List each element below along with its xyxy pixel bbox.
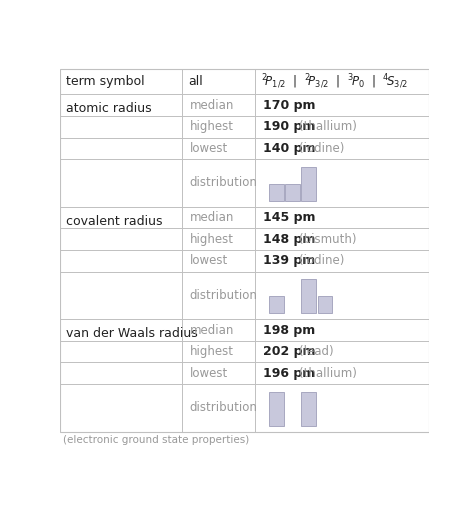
Text: highest: highest bbox=[189, 345, 233, 358]
Text: (thallium): (thallium) bbox=[298, 367, 356, 380]
Bar bbox=[268, 184, 283, 201]
Text: 170 pm: 170 pm bbox=[262, 99, 315, 112]
Text: median: median bbox=[189, 211, 234, 224]
Text: term symbol: term symbol bbox=[66, 75, 144, 88]
Text: lowest: lowest bbox=[189, 142, 228, 155]
Text: all: all bbox=[188, 75, 203, 88]
Text: $^2\!P_{1/2}$  |  $^2\!P_{3/2}$  |  $^3\!P_0$  |  $^4\!S_{3/2}$: $^2\!P_{1/2}$ | $^2\!P_{3/2}$ | $^3\!P_0… bbox=[260, 73, 407, 91]
Text: highest: highest bbox=[189, 120, 233, 133]
Bar bbox=[268, 391, 283, 426]
Text: 196 pm: 196 pm bbox=[262, 367, 314, 380]
Text: (thallium): (thallium) bbox=[298, 120, 356, 133]
Bar bbox=[268, 296, 283, 313]
Bar bbox=[285, 184, 299, 201]
Text: distribution: distribution bbox=[189, 401, 257, 414]
Text: (lead): (lead) bbox=[298, 345, 333, 358]
Text: atomic radius: atomic radius bbox=[66, 102, 151, 115]
Text: distribution: distribution bbox=[189, 289, 257, 302]
Bar bbox=[317, 296, 332, 313]
Text: 139 pm: 139 pm bbox=[262, 254, 314, 267]
Text: median: median bbox=[189, 99, 234, 112]
Text: lowest: lowest bbox=[189, 254, 228, 267]
Text: 190 pm: 190 pm bbox=[262, 120, 314, 133]
Text: covalent radius: covalent radius bbox=[66, 215, 162, 227]
Text: 202 pm: 202 pm bbox=[262, 345, 315, 358]
Text: lowest: lowest bbox=[189, 367, 228, 380]
Text: (electronic ground state properties): (electronic ground state properties) bbox=[62, 435, 248, 445]
Text: highest: highest bbox=[189, 233, 233, 246]
Text: 198 pm: 198 pm bbox=[262, 323, 314, 337]
Text: (iodine): (iodine) bbox=[298, 254, 344, 267]
Bar bbox=[301, 167, 316, 201]
Bar bbox=[301, 279, 316, 313]
Text: 145 pm: 145 pm bbox=[262, 211, 315, 224]
Text: van der Waals radius: van der Waals radius bbox=[66, 327, 197, 340]
Bar bbox=[301, 391, 316, 426]
Text: (iodine): (iodine) bbox=[298, 142, 344, 155]
Text: median: median bbox=[189, 323, 234, 337]
Text: distribution: distribution bbox=[189, 176, 257, 190]
Text: 148 pm: 148 pm bbox=[262, 233, 314, 246]
Text: 140 pm: 140 pm bbox=[262, 142, 315, 155]
Text: (bismuth): (bismuth) bbox=[298, 233, 356, 246]
